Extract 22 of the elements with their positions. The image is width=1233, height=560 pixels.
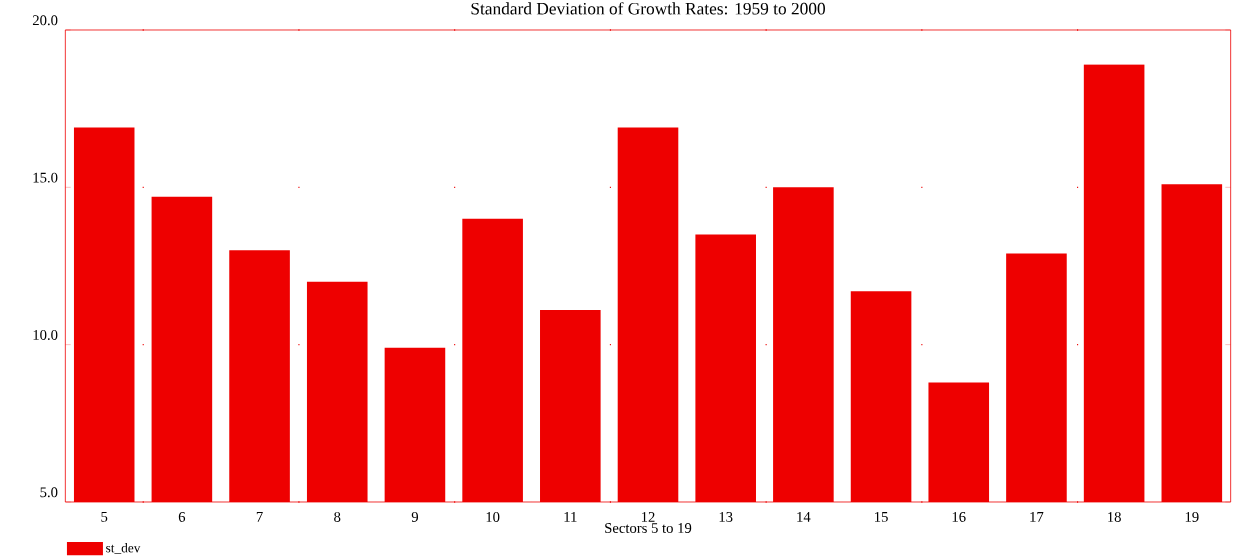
chart-title: Standard Deviation of Growth Rates: 1959 to 2000 xyxy=(471,2,825,15)
legend-label: st_dev xyxy=(106,543,141,554)
x-tick-label: 6 xyxy=(178,512,186,522)
x-tick-label: 8 xyxy=(334,512,341,522)
y-tick-label: 5.0 xyxy=(40,487,58,498)
x-tick-label: 15 xyxy=(875,512,888,522)
x-tick-label: 18 xyxy=(1108,512,1121,522)
x-tick-label: 12 xyxy=(641,512,655,522)
x-tick-label: 19 xyxy=(1185,512,1199,522)
y-tick-label: 10.0 xyxy=(33,329,58,340)
x-tick-label: 9 xyxy=(411,512,419,522)
y-tick-label: 20.0 xyxy=(32,15,58,26)
x-axis-title: Sectors 5 to 19 xyxy=(605,523,692,533)
x-tick-label: 7 xyxy=(256,512,263,522)
x-tick-label: 10 xyxy=(486,512,500,522)
x-tick-label: 5 xyxy=(101,512,108,522)
x-tick-label: 13 xyxy=(719,512,733,522)
x-tick-label: 16 xyxy=(952,512,966,522)
x-tick-label: 14 xyxy=(797,512,811,522)
x-tick-label: 17 xyxy=(1030,512,1044,522)
x-tick-label: 11 xyxy=(564,512,577,522)
y-tick-label: 15.0 xyxy=(33,172,58,183)
